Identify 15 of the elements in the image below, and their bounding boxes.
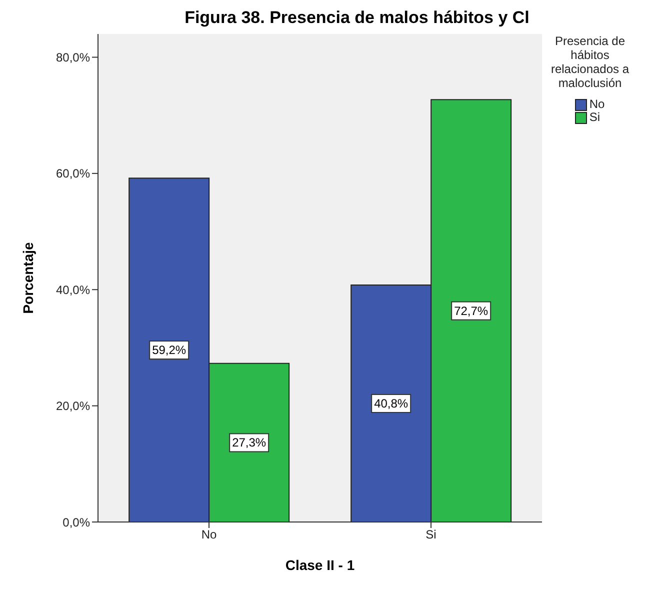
data-label: 27,3% [232, 436, 266, 450]
x-axis-title: Clase II - 1 [285, 557, 355, 573]
y-tick-label: 20,0% [56, 399, 90, 414]
y-tick-label: 60,0% [56, 166, 90, 181]
legend-label: No [589, 97, 605, 111]
data-label: 72,7% [454, 304, 488, 318]
chart-title: Figura 38. Presencia de malos hábitos y Cl [184, 8, 530, 29]
data-label: 59,2% [152, 343, 186, 358]
y-axis-title: Porcentaje [20, 242, 36, 314]
data-label: 40,8% [374, 396, 408, 410]
y-tick-label: 0,0% [62, 515, 90, 530]
legend-label: Si [589, 110, 600, 124]
legend-title: Presencia de hábitos relacionados a maloclusión [550, 34, 630, 90]
y-tick-label: 40,0% [56, 282, 90, 297]
y-tick-label: 80,0% [56, 50, 90, 64]
